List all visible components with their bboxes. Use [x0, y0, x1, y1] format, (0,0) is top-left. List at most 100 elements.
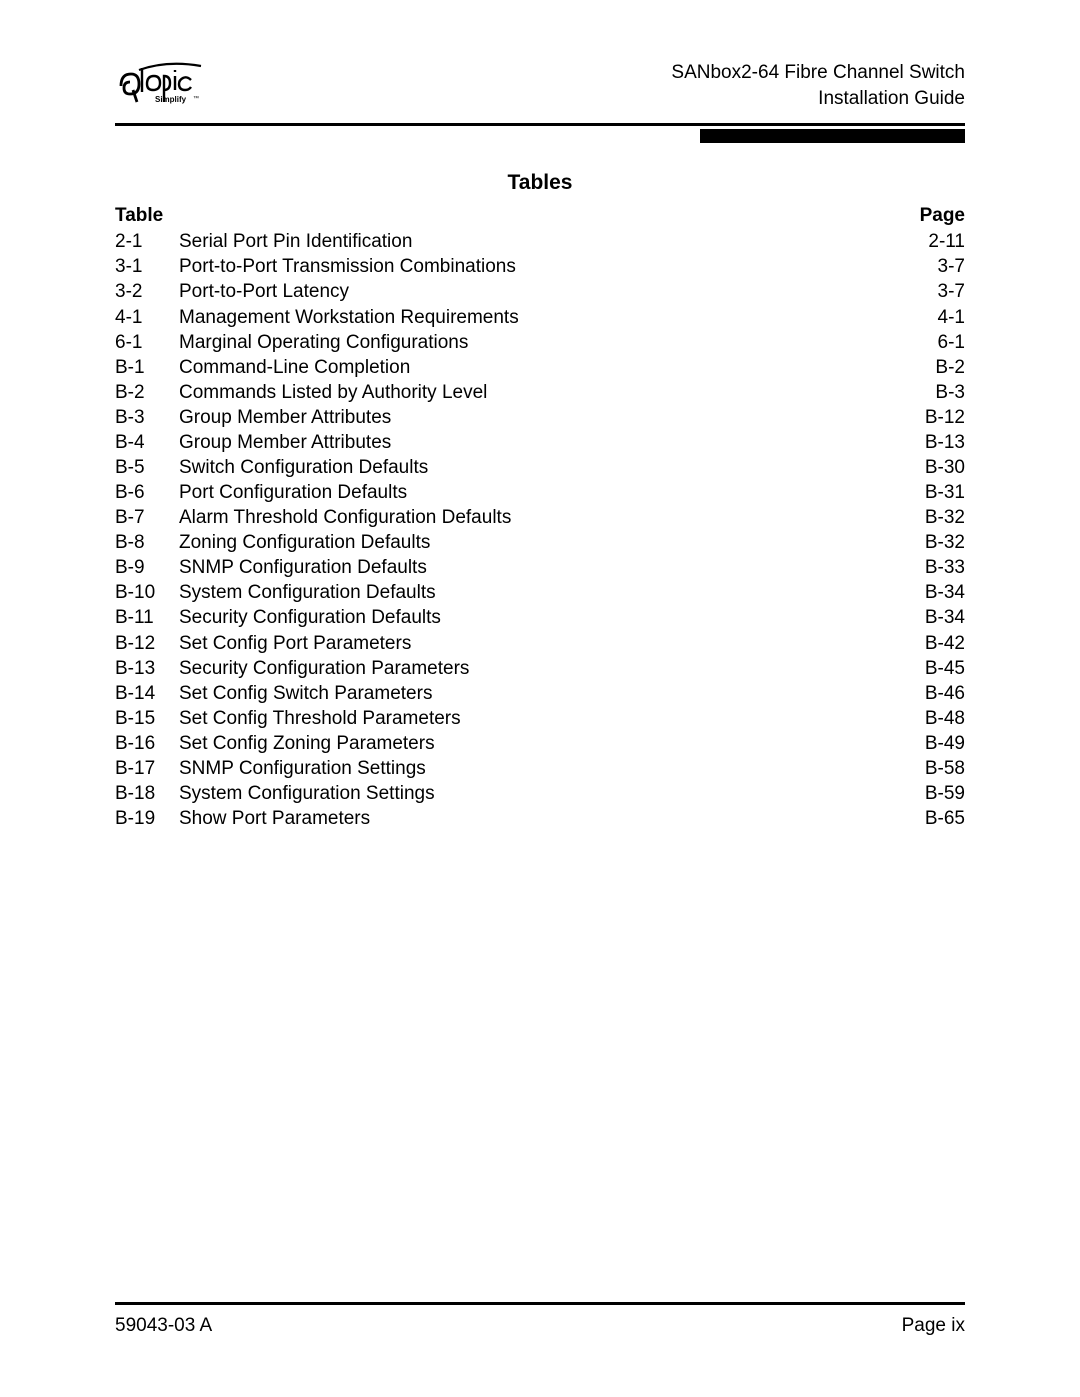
toc-row: B-15Set Config Threshold Parameters B-48: [115, 706, 965, 731]
toc-id: B-13: [115, 656, 179, 681]
toc-page: B-46: [925, 681, 965, 706]
toc-id: B-4: [115, 430, 179, 455]
toc-page: B-32: [925, 505, 965, 530]
footer-rule: [115, 1302, 965, 1305]
toc-row: 3-1Port-to-Port Transmission Combination…: [115, 254, 965, 279]
toc-row: 2-1Serial Port Pin Identification 2-11: [115, 229, 965, 254]
toc-page: B-59: [925, 781, 965, 806]
toc-id: B-2: [115, 380, 179, 405]
toc-id: B-16: [115, 731, 179, 756]
toc-id: B-10: [115, 580, 179, 605]
page-footer: 59043-03 A Page ix: [115, 1302, 965, 1337]
toc-row: B-8Zoning Configuration Defaults B-32: [115, 530, 965, 555]
toc-title: Group Member Attributes: [179, 430, 391, 455]
toc-row: B-7Alarm Threshold Configuration Default…: [115, 505, 965, 530]
svg-text:™: ™: [193, 95, 199, 102]
header-doc-title: SANbox2-64 Fibre Channel Switch Installa…: [671, 50, 965, 111]
svg-text:Simplify: Simplify: [155, 95, 187, 104]
section-title: Tables: [115, 171, 965, 195]
toc-row: B-3Group Member AttributesB-12: [115, 405, 965, 430]
toc-page: B-65: [925, 806, 965, 831]
toc-page: 2-11: [928, 229, 965, 254]
toc-page: B-34: [925, 580, 965, 605]
toc-row: B-10System Configuration Defaults B-34: [115, 580, 965, 605]
toc-row: 3-2Port-to-Port Latency 3-7: [115, 279, 965, 304]
toc-page: B-45: [925, 656, 965, 681]
toc-page: 3-7: [938, 279, 965, 304]
toc-page: 4-1: [938, 305, 965, 330]
qlogic-logo-icon: Simplify ™: [115, 56, 210, 106]
doc-title-line-1: SANbox2-64 Fibre Channel Switch: [671, 60, 965, 86]
footer-right: Page ix: [902, 1315, 965, 1337]
toc-row: B-6Port Configuration Defaults B-31: [115, 480, 965, 505]
toc-list: 2-1Serial Port Pin Identification 2-113-…: [115, 229, 965, 831]
toc-page: B-32: [925, 530, 965, 555]
toc-title: Set Config Zoning Parameters: [179, 731, 435, 756]
toc-id: B-12: [115, 631, 179, 656]
toc-page: B-13: [925, 430, 965, 455]
toc-title: Show Port Parameters: [179, 806, 370, 831]
toc-page: B-48: [925, 706, 965, 731]
toc-title: Set Config Switch Parameters: [179, 681, 432, 706]
toc-id: B-8: [115, 530, 179, 555]
toc-row: B-13Security Configuration Parameters B-…: [115, 656, 965, 681]
toc-title: Management Workstation Requirements: [179, 305, 519, 330]
toc-id: B-7: [115, 505, 179, 530]
header-black-bar: [700, 129, 965, 143]
toc-page: B-2: [935, 355, 965, 380]
toc-id: 3-2: [115, 279, 179, 304]
toc-row: B-12Set Config Port Parameters B-42: [115, 631, 965, 656]
toc-id: B-15: [115, 706, 179, 731]
page-header: Simplify ™ SANbox2-64 Fibre Channel Swit…: [115, 50, 965, 123]
footer-line: 59043-03 A Page ix: [115, 1315, 965, 1337]
toc-page: B-34: [925, 605, 965, 630]
toc-page: 3-7: [938, 254, 965, 279]
toc-id: 4-1: [115, 305, 179, 330]
toc-title: Set Config Port Parameters: [179, 631, 411, 656]
toc-title: Security Configuration Defaults: [179, 605, 441, 630]
toc-title: Commands Listed by Authority Level: [179, 380, 487, 405]
toc-id: B-1: [115, 355, 179, 380]
toc-title: Group Member Attributes: [179, 405, 391, 430]
toc-page: 6-1: [938, 330, 965, 355]
toc-col-left: Table: [115, 205, 163, 227]
toc-title: Security Configuration Parameters: [179, 656, 469, 681]
toc-id: B-5: [115, 455, 179, 480]
toc-id: B-6: [115, 480, 179, 505]
toc-title: Marginal Operating Configurations: [179, 330, 468, 355]
header-rule: [115, 123, 965, 139]
toc-column-header: Table Page: [115, 205, 965, 227]
toc-page: B-58: [925, 756, 965, 781]
document-page: Simplify ™ SANbox2-64 Fibre Channel Swit…: [0, 0, 1080, 831]
toc-page: B-42: [925, 631, 965, 656]
toc-page: B-31: [925, 480, 965, 505]
toc-page: B-30: [925, 455, 965, 480]
toc-row: B-18System Configuration SettingsB-59: [115, 781, 965, 806]
toc-row: B-14Set Config Switch Parameters B-46: [115, 681, 965, 706]
toc-id: 6-1: [115, 330, 179, 355]
toc-id: B-9: [115, 555, 179, 580]
toc-title: Set Config Threshold Parameters: [179, 706, 461, 731]
toc-row: B-1Command-Line Completion B-2: [115, 355, 965, 380]
toc-title: SNMP Configuration Defaults: [179, 555, 427, 580]
toc-row: B-5Switch Configuration Defaults B-30: [115, 455, 965, 480]
toc-row: B-17SNMP Configuration Settings B-58: [115, 756, 965, 781]
toc-title: Command-Line Completion: [179, 355, 410, 380]
toc-row: B-16Set Config Zoning ParametersB-49: [115, 731, 965, 756]
toc-row: B-9SNMP Configuration Defaults B-33: [115, 555, 965, 580]
toc-id: 3-1: [115, 254, 179, 279]
toc-id: B-19: [115, 806, 179, 831]
toc-title: Serial Port Pin Identification: [179, 229, 412, 254]
toc-row: B-11Security Configuration Defaults B-34: [115, 605, 965, 630]
toc-title: System Configuration Settings: [179, 781, 435, 806]
logo: Simplify ™: [115, 50, 210, 106]
header-thick-rule: [115, 123, 965, 126]
toc-id: B-3: [115, 405, 179, 430]
toc-id: B-11: [115, 605, 179, 630]
toc-title: System Configuration Defaults: [179, 580, 436, 605]
toc-row: 6-1Marginal Operating Configurations 6-1: [115, 330, 965, 355]
toc-row: B-19Show Port Parameters B-65: [115, 806, 965, 831]
toc-title: Zoning Configuration Defaults: [179, 530, 430, 555]
toc-title: Switch Configuration Defaults: [179, 455, 428, 480]
toc-title: Port Configuration Defaults: [179, 480, 407, 505]
